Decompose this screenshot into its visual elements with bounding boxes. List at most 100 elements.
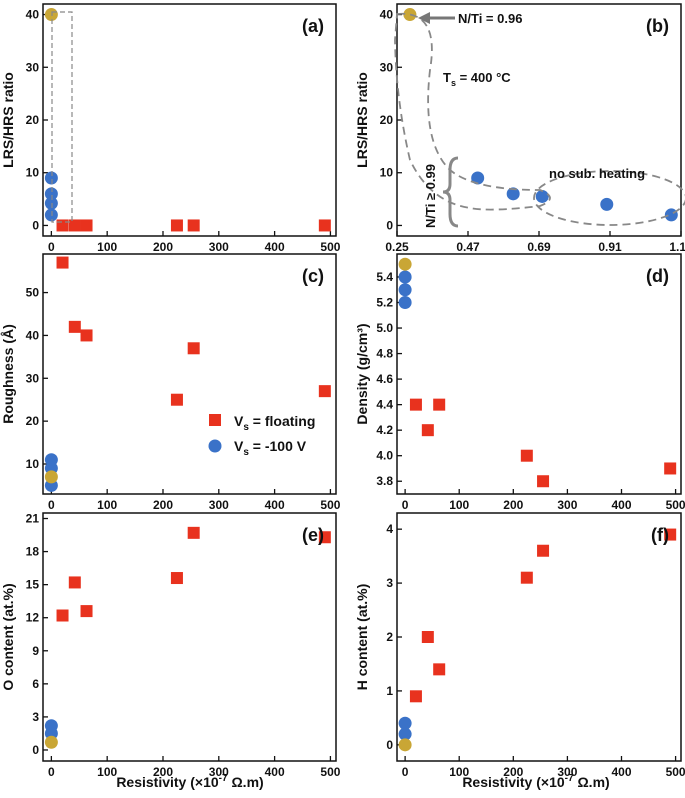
panel-d-xtick-label: 200: [503, 498, 523, 512]
panel-b-xtick-label: 0.25: [385, 240, 409, 254]
panel-b-decorations: N/Ti = 0.96 Ts = 400 °C N/Ti ≥ 0.99 no s…: [394, 11, 685, 228]
panel-a-xtick-label: 300: [209, 240, 229, 254]
legend-floating-label: Vs = floating: [234, 413, 315, 433]
panel-a-point-floating: [187, 219, 200, 232]
panel-a-point-ratio: [44, 8, 58, 22]
panel-b-ytick-label: 10: [380, 166, 394, 180]
panel-f-xtick-label: 500: [666, 765, 685, 779]
panel-b-ytick-label: 20: [380, 113, 394, 127]
panel-d-point-floating: [664, 462, 677, 475]
xlabel-left: Resistivity (×10-7 Ω.m): [116, 773, 263, 790]
panel-b-no-sub-heating-outline: [533, 170, 685, 226]
panel-c-xtick-label: 500: [320, 498, 340, 512]
panel-d-xtick-label: 0: [402, 498, 409, 512]
panel-f-xtick-label: 300: [557, 765, 577, 779]
panel-b-ytick-label: 40: [380, 8, 394, 22]
panel-d-ytick-label: 5.0: [376, 321, 393, 335]
panel-b-xtick-label: 0.91: [598, 240, 622, 254]
panel-a-point-floating: [170, 219, 183, 232]
panel-a-ytick-label: 20: [26, 113, 40, 127]
panel-e-ytick-label: 15: [26, 578, 40, 592]
panel-a-frame: [42, 3, 337, 237]
panel-a-highlight-box: [51, 11, 73, 223]
panel-a-point-bias: [44, 187, 58, 201]
panel-c-ytick-label: 40: [26, 328, 40, 342]
panel-f-point-floating: [664, 528, 677, 541]
panel-f-point-floating: [421, 631, 434, 643]
panel-a-label: (a): [302, 16, 324, 36]
panel-a-point-bias: [44, 171, 58, 185]
panel-f-point-floating: [409, 690, 422, 703]
panel-a-xtick-label: 500: [320, 240, 340, 254]
panel-d-point-floating: [520, 449, 533, 462]
panel-d-ytick-label: 4.0: [376, 449, 393, 463]
panel-a-xtick-label: 200: [153, 240, 173, 254]
panel-b-ytick-label: 30: [380, 60, 394, 74]
legend-floating-marker: [209, 414, 221, 426]
panel-a-xtick-label: 400: [265, 240, 285, 254]
panel-a-point-bias: [44, 196, 58, 210]
panel-e-label: (e): [302, 525, 324, 545]
panel-c-point-ratio: [44, 470, 58, 484]
panel-c-ytick-label: 50: [26, 286, 40, 300]
panel-c-point-floating: [318, 385, 331, 398]
panel-a-ylabel: LRS/HRS ratio: [0, 72, 16, 168]
panel-b-label: (b): [646, 16, 669, 36]
panel-b-no-sub-heating-annotation: no sub. heating: [549, 166, 645, 181]
panel-c-point-floating: [68, 320, 81, 333]
panel-f-label: (f): [651, 525, 669, 545]
panel-e-ytick-label: 9: [32, 644, 39, 658]
panel-b-point-bias: [506, 187, 520, 201]
panel-b-ts-region-outline: [394, 12, 551, 211]
panel-d-ytick-label: 4.6: [376, 372, 393, 386]
panel-f-ytick-label: 2: [386, 630, 393, 644]
panel-d-ytick-label: 5.4: [376, 270, 393, 284]
panel-b-point-bias: [535, 189, 549, 203]
panel-d-point-floating: [409, 398, 422, 411]
panel-c-point-floating: [80, 329, 93, 342]
panel-e-xtick-label: 500: [320, 765, 340, 779]
panel-d-point-ratio: [398, 257, 412, 271]
panel-e-point-bias: [44, 719, 58, 733]
panel-b-ytick-label: 0: [386, 218, 393, 232]
panel-d-ytick-label: 4.2: [376, 423, 393, 437]
panel-c-point-floating: [170, 393, 183, 406]
panel-d-ylabel: Density (g/cm³): [354, 323, 370, 424]
panel-c-ytick-label: 30: [26, 371, 40, 385]
panel-c-xtick-label: 300: [209, 498, 229, 512]
panel-d-point-bias: [398, 296, 412, 310]
panel-d-ytick-label: 3.8: [376, 474, 393, 488]
panel-b-point-bias: [471, 171, 485, 185]
panel-d-ytick-label: 4.4: [376, 398, 393, 412]
panel-f-point-ratio: [398, 738, 412, 752]
panel-a-ytick-label: 10: [26, 166, 40, 180]
panel-f-xtick-label: 100: [449, 765, 469, 779]
panel-c-xtick-label: 200: [153, 498, 173, 512]
panel-c-xtick-label: 0: [48, 498, 55, 512]
panel-b-ylabel: LRS/HRS ratio: [354, 72, 370, 168]
panel-d-ytick-label: 4.8: [376, 347, 393, 361]
panel-e-point-floating: [187, 526, 200, 539]
panel-f-xtick-label: 200: [503, 765, 523, 779]
panel-c-point-floating: [187, 342, 200, 355]
panel-d-xtick-label: 500: [666, 498, 685, 512]
panel-d-ytick-label: 5.2: [376, 296, 393, 310]
panel-d-point-floating: [537, 475, 550, 488]
panel-b-ratio-annotation: N/Ti = 0.96: [458, 11, 522, 26]
panel-e-point-floating: [170, 572, 183, 585]
panel-b-point-bias: [600, 197, 614, 211]
panel-a-ytick-label: 30: [26, 60, 40, 74]
panel-e-xtick-label: 400: [265, 765, 285, 779]
panel-c-ytick-label: 20: [26, 414, 40, 428]
panel-b-temp-annotation: Ts = 400 °C: [443, 70, 511, 88]
panel-f-ylabel: H content (at.%): [354, 584, 370, 691]
panel-e-point-floating: [80, 605, 93, 618]
legend: Vs = floating Vs = -100 V: [208, 413, 315, 458]
panel-c-ytick-label: 10: [26, 457, 40, 471]
panel-c-frame: [42, 253, 337, 495]
panel-f-point-bias: [398, 716, 412, 730]
panel-d-point-bias: [398, 270, 412, 284]
panel-b-xtick-label: 0.69: [527, 240, 551, 254]
panel-e-ytick-label: 21: [26, 512, 40, 526]
panel-a-point-bias: [44, 208, 58, 222]
